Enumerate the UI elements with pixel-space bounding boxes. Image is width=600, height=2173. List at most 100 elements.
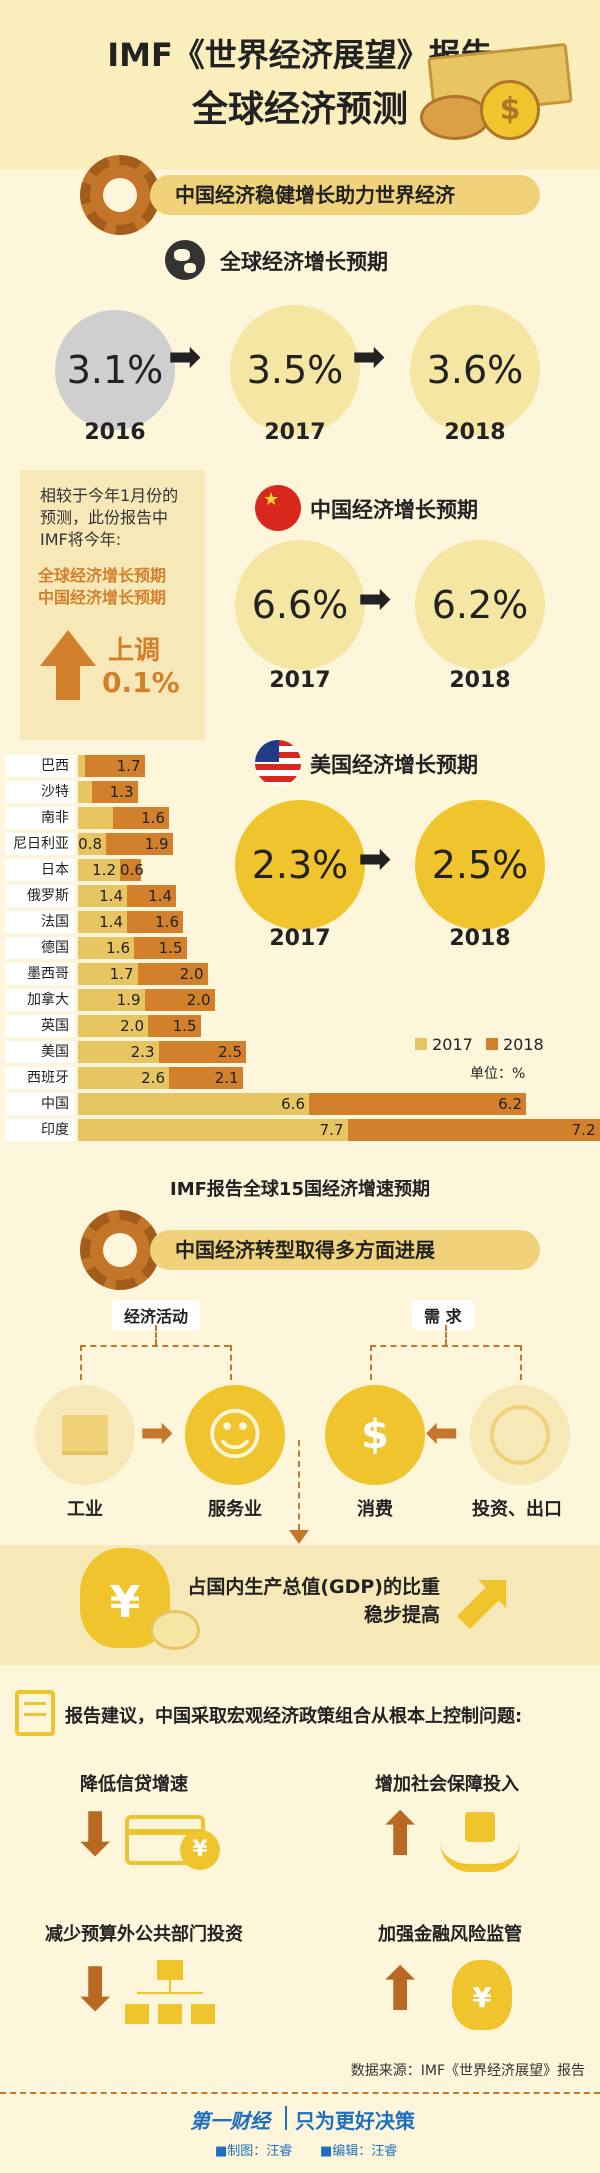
global-2018-circle: 3.6% — [410, 305, 540, 435]
usa-flag-icon — [255, 740, 301, 786]
usa-growth-title: 美国经济增长预期 — [310, 753, 478, 777]
arrow-right-icon: ➡ — [358, 576, 392, 622]
advice-item-1: 降低信贷增速 — [80, 1774, 188, 1795]
bar-category-label: 西班牙 — [5, 1067, 75, 1089]
yen-money-bag-icon: ¥ — [452, 1960, 512, 2030]
usa-2018-circle: 2.5% — [415, 800, 545, 930]
bar-2018: 1.9 — [106, 833, 173, 855]
bar-2018: 1.6 — [113, 807, 169, 829]
smiley-icon: ☺ — [185, 1385, 285, 1485]
brand-divider — [285, 2106, 287, 2130]
arrow-right-icon: ➡ — [352, 334, 386, 380]
bar-category-label: 沙特 — [5, 781, 75, 803]
advice-title: 报告建议，中国采取宏观经济政策组合从根本上控制问题: — [65, 1706, 523, 1727]
coins-icon — [150, 1610, 200, 1650]
bar-2017: 2.0 — [78, 1015, 148, 1037]
factory-icon — [35, 1385, 135, 1485]
bar-category-label: 中国 — [5, 1093, 75, 1115]
section-title-2: 中国经济转型取得多方面进展 — [150, 1230, 540, 1270]
bar-2018: 1.5 — [134, 937, 187, 959]
globe-icon — [165, 240, 205, 280]
bar-category-label: 巴西 — [5, 755, 75, 777]
global-2016-circle: 3.1% — [55, 310, 175, 430]
bar-2018: 2.1 — [169, 1067, 243, 1089]
arrow-right-icon: ➡ — [358, 836, 392, 882]
china-flag-icon: ★ — [255, 485, 301, 531]
bar-2018: 2.0 — [144, 989, 215, 1011]
bar-category-label: 英国 — [5, 1015, 75, 1037]
bar-category-label: 印度 — [5, 1119, 75, 1141]
header-banner: IMF《世界经济展望》报告 全球经济预测 $ — [0, 0, 600, 170]
footer-rule — [0, 2092, 600, 2094]
year-label: 2018 — [449, 668, 511, 693]
advice-item-3: 减少预算外公共部门投资 — [45, 1924, 243, 1945]
bar-2017: 1.2 — [78, 859, 120, 881]
arrow-up-icon: ⬆ — [375, 1800, 426, 1870]
bar-2017: 1.9 — [78, 989, 145, 1011]
header-title-line2: 全球经济预测 — [191, 89, 408, 130]
legend-swatch-2017 — [415, 1038, 427, 1050]
year-label: 2017 — [269, 668, 331, 693]
china-2018-circle: 6.2% — [415, 540, 545, 670]
bar-2018: 2.0 — [137, 963, 208, 985]
usa-2017-circle: 2.3% — [235, 800, 365, 930]
bar-2017: 2.3 — [78, 1041, 159, 1063]
gear-icon — [80, 1210, 160, 1290]
china-2017-circle: 6.6% — [235, 540, 365, 670]
money-bag-icon: $ — [325, 1385, 425, 1485]
global-2017-circle: 3.5% — [230, 305, 360, 435]
arrow-down-icon: ⬇ — [70, 1955, 121, 2025]
demand-label: 需 求 — [412, 1300, 474, 1330]
bar-category-label: 德国 — [5, 937, 75, 959]
brand-logo: 第一财经 — [190, 2109, 270, 2133]
bar-2018: 1.6 — [127, 911, 183, 933]
chart-legend: 2017 2018 — [415, 1035, 544, 1054]
legend-label-2018: 2018 — [503, 1035, 544, 1054]
credit-editor: ■编辑：汪睿 — [320, 2144, 398, 2159]
bar-2018: 1.7 — [85, 755, 145, 777]
bar-category-label: 法国 — [5, 911, 75, 933]
bar-2018: 1.5 — [148, 1015, 201, 1037]
arrow-left-icon: ⬅ — [425, 1410, 459, 1456]
bar-2018: 0.6 — [120, 859, 144, 881]
brand-slogan: 只为更好决策 — [295, 2109, 415, 2133]
yen-coin-icon: ¥ — [180, 1830, 220, 1870]
advice-item-2: 增加社会保障投入 — [375, 1774, 519, 1795]
bar-2017: 1.7 — [78, 963, 138, 985]
revision-note-box: 相较于今年1月份的 预测，此份报告中 IMF将今年: 全球经济增长预期 中国经济… — [20, 470, 205, 740]
bar-2018: 2.5 — [158, 1041, 246, 1063]
arrow-down-icon: ⬇ — [70, 1800, 121, 1870]
china-growth-title: 中国经济增长预期 — [310, 498, 478, 522]
services-label: 服务业 — [208, 1499, 262, 1520]
bar-2018: 7.2 — [347, 1119, 600, 1141]
trend-up-arrow-icon: ⬈ — [450, 1553, 518, 1646]
year-label: 2017 — [264, 420, 326, 445]
bar-category-label: 加拿大 — [5, 989, 75, 1011]
arrow-up-icon: ⬆ — [375, 1955, 426, 2025]
bar-2017 — [78, 781, 92, 803]
chart-title: IMF报告全球15国经济增速预期 — [170, 1179, 430, 1200]
legend-swatch-2018 — [485, 1038, 498, 1050]
consumption-label: 消费 — [357, 1499, 393, 1520]
year-label: 2018 — [449, 926, 511, 951]
bar-2018: 1.4 — [127, 885, 176, 907]
bar-2017: 7.7 — [78, 1119, 348, 1141]
document-icon — [15, 1690, 55, 1736]
globe-trade-icon — [470, 1385, 570, 1485]
arrow-up-icon — [40, 630, 96, 666]
arrow-down-icon — [289, 1530, 309, 1544]
money-stack-icon: $ — [410, 42, 580, 150]
bar-2017 — [78, 755, 85, 777]
bar-2017: 1.6 — [78, 937, 134, 959]
bar-category-label: 俄罗斯 — [5, 885, 75, 907]
note-text: 预测，此份报告中 — [40, 508, 169, 527]
gdp-text-line2: 稳步提高 — [363, 1604, 440, 1626]
advice-item-4: 加强金融风险监管 — [378, 1924, 522, 1945]
legend-label-2017: 2017 — [432, 1035, 473, 1054]
global-growth-title: 全球经济增长预期 — [220, 250, 388, 274]
gear-icon — [80, 155, 160, 235]
gdp-text-line1: 占国内生产总值(GDP)的比重 — [187, 1576, 440, 1598]
note-up-value: 0.1% — [102, 666, 180, 699]
bar-category-label: 日本 — [5, 859, 75, 881]
bar-2017: 1.4 — [78, 911, 127, 933]
